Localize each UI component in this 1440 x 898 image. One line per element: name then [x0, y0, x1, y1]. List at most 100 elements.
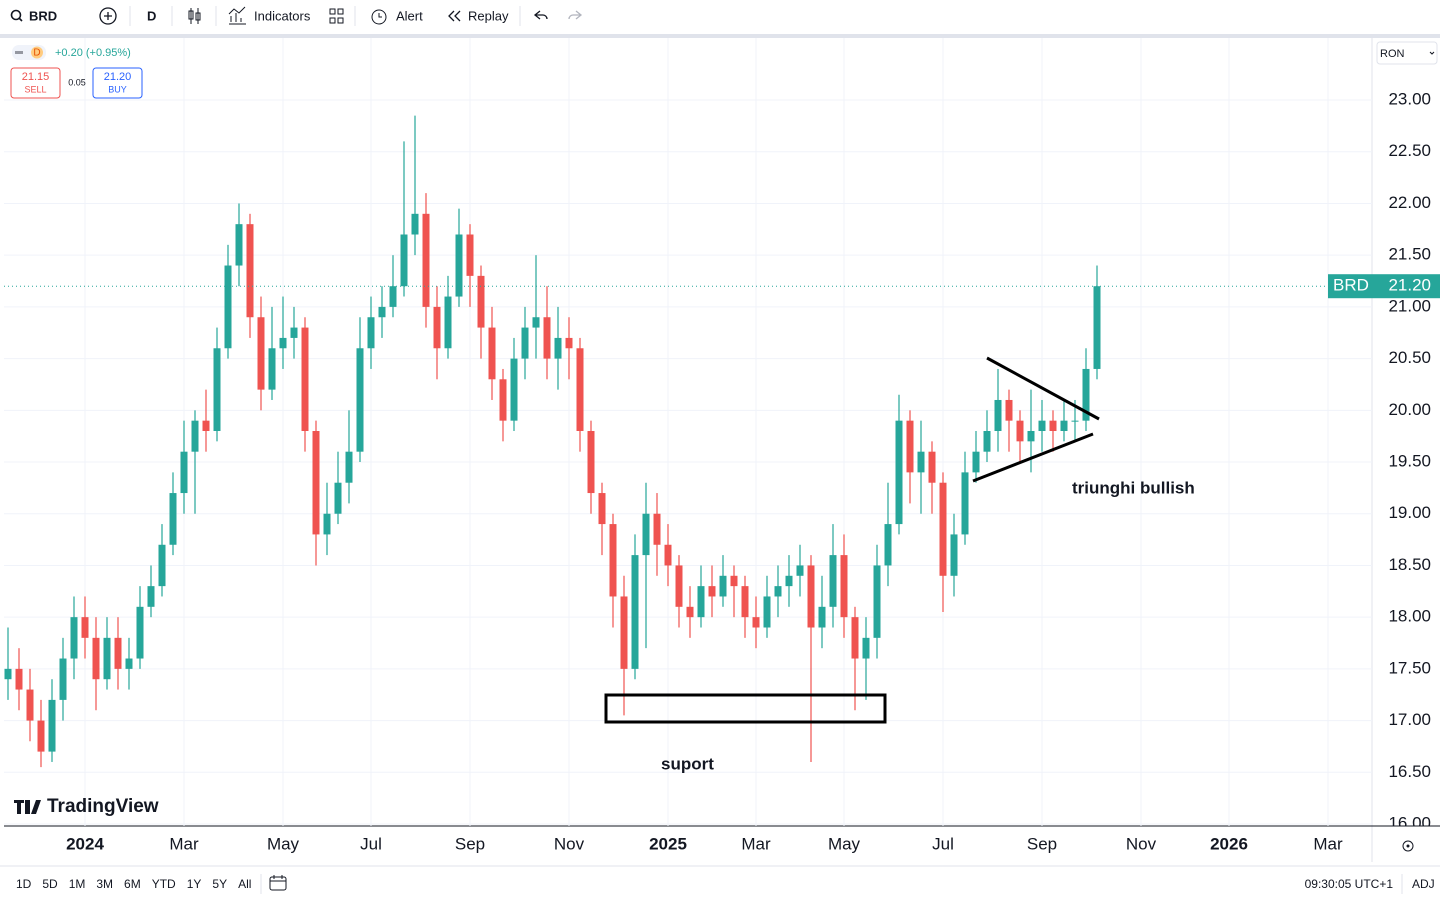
- clock: 09:30:05 UTC+1: [1305, 877, 1394, 891]
- candle-body: [598, 493, 606, 525]
- candle-body: [455, 234, 463, 297]
- candle-body: [642, 513, 650, 556]
- y-tick-label: 22.50: [1388, 141, 1431, 160]
- candle-body: [851, 617, 859, 659]
- candle-body: [26, 689, 34, 721]
- candle-body: [587, 431, 595, 494]
- indicators-button[interactable]: Indicators: [254, 8, 311, 23]
- candle-body: [235, 224, 243, 266]
- toolbar-separator: [0, 34, 1440, 38]
- x-tick-label: May: [267, 834, 300, 853]
- candle-body: [521, 327, 529, 359]
- range-button[interactable]: 1D: [16, 877, 32, 891]
- candle-body: [312, 431, 320, 535]
- last-price-label: 21.20: [1388, 276, 1431, 295]
- candle-body: [257, 317, 265, 390]
- candle-body: [444, 296, 452, 349]
- buy-label[interactable]: BUY: [108, 84, 127, 94]
- y-tick-label: 21.00: [1388, 296, 1431, 315]
- candle-body: [675, 565, 683, 607]
- candle-body: [862, 637, 870, 659]
- x-tick-label: Jul: [360, 834, 382, 853]
- range-button[interactable]: 1M: [69, 877, 86, 891]
- adj-button[interactable]: ADJ: [1412, 877, 1435, 891]
- candle-body: [708, 586, 716, 597]
- replay-button[interactable]: Replay: [468, 8, 509, 23]
- candle-body: [37, 720, 45, 752]
- candle-body: [939, 482, 947, 576]
- candle-body: [389, 286, 397, 307]
- candle-body: [180, 451, 188, 494]
- candle-body: [323, 513, 331, 535]
- candle-body: [554, 337, 562, 359]
- range-button[interactable]: All: [238, 877, 251, 891]
- candle-body: [378, 306, 386, 318]
- candle-body: [59, 658, 67, 700]
- candle-body: [15, 668, 23, 690]
- candle-body: [1082, 368, 1090, 421]
- spread: 0.05: [68, 77, 86, 87]
- candle-body: [4, 668, 12, 680]
- range-button[interactable]: 6M: [124, 877, 141, 891]
- candle-body: [543, 317, 551, 359]
- candle-body: [884, 524, 892, 566]
- y-tick-label: 20.50: [1388, 348, 1431, 367]
- candle-body: [950, 534, 958, 576]
- annotation: triunghi bullish: [1072, 478, 1195, 497]
- y-tick-label: 18.50: [1388, 555, 1431, 574]
- alert-button[interactable]: Alert: [396, 8, 423, 23]
- candle-body: [906, 420, 914, 473]
- candle-body: [1071, 420, 1079, 422]
- legend-change: +0.20 (+0.95%): [55, 47, 131, 59]
- candle-body: [92, 637, 100, 680]
- range-button[interactable]: 5Y: [212, 877, 227, 891]
- candle-body: [1049, 420, 1057, 431]
- annotation: suport: [661, 754, 714, 773]
- symbol[interactable]: BRD: [29, 8, 57, 23]
- y-tick-label: 16.00: [1388, 813, 1431, 832]
- candle-body: [1060, 420, 1068, 431]
- currency[interactable]: RON: [1380, 48, 1405, 60]
- buy-price[interactable]: 21.20: [104, 71, 132, 83]
- candle-body: [147, 586, 155, 607]
- y-tick-label: 23.00: [1388, 90, 1431, 109]
- interval[interactable]: D: [147, 8, 156, 23]
- candle-body: [246, 224, 254, 318]
- candle-body: [367, 317, 375, 349]
- candle-body: [763, 596, 771, 628]
- x-tick-label: May: [828, 834, 861, 853]
- candle-body: [400, 234, 408, 287]
- candle-body: [994, 399, 1002, 431]
- range-button[interactable]: YTD: [152, 877, 176, 891]
- y-tick-label: 17.50: [1388, 658, 1431, 677]
- currency-box[interactable]: [1376, 41, 1438, 65]
- range-button[interactable]: 5D: [42, 877, 58, 891]
- candle-body: [114, 637, 122, 669]
- sell-label[interactable]: SELL: [24, 84, 46, 94]
- candle-body: [301, 327, 309, 431]
- candle-body: [697, 586, 705, 618]
- candle-body: [510, 358, 518, 421]
- candle-body: [840, 555, 848, 618]
- candle-body: [785, 575, 793, 587]
- candle-body: [928, 451, 936, 483]
- candle-body: [345, 451, 353, 483]
- triangle-upper-line: [986, 356, 1100, 421]
- candle-body: [653, 513, 661, 545]
- y-tick-label: 19.50: [1388, 452, 1431, 471]
- candle-body: [290, 327, 298, 338]
- y-tick-label: 20.00: [1388, 400, 1431, 419]
- range-button[interactable]: 3M: [96, 877, 113, 891]
- y-tick-label: 18.00: [1388, 607, 1431, 626]
- range-button[interactable]: 1Y: [187, 877, 202, 891]
- x-tick-label: Jul: [932, 834, 954, 853]
- candle-body: [81, 617, 89, 638]
- last-price-tag: [1374, 274, 1440, 299]
- candle-body: [796, 565, 804, 576]
- sell-price[interactable]: 21.15: [22, 71, 50, 83]
- candle-body: [1038, 420, 1046, 431]
- symbol-tag-label: BRD: [1333, 276, 1369, 295]
- candle-body: [158, 544, 166, 587]
- support-box: [604, 693, 887, 724]
